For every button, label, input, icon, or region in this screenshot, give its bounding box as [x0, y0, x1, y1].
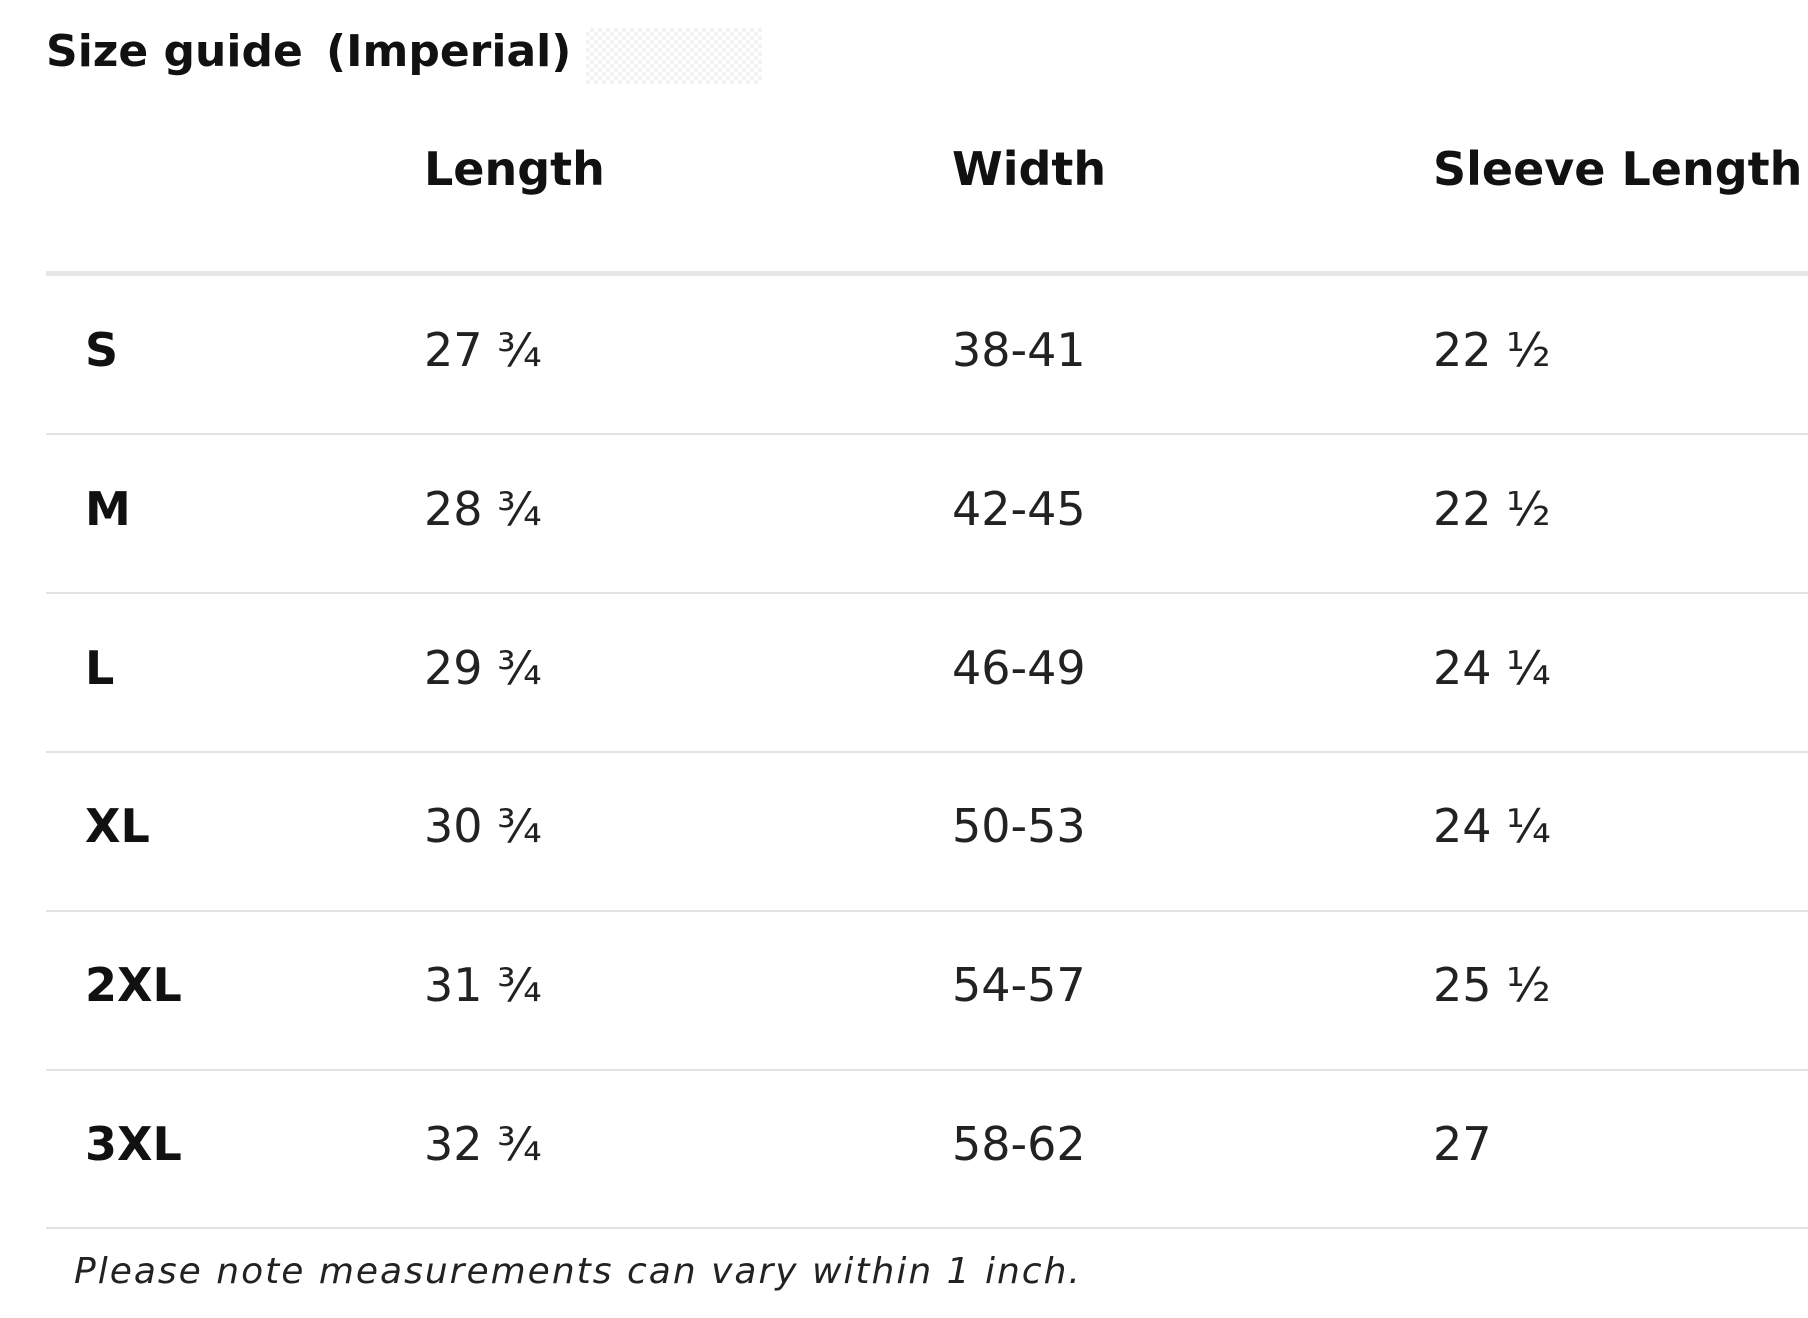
- row-rule: [46, 1068, 1808, 1071]
- measurement: 38-41: [952, 323, 1086, 377]
- measurement: 54-57: [952, 958, 1086, 1013]
- row-rule: [46, 751, 1808, 753]
- row-rule: [46, 433, 1808, 436]
- column-header: Width: [952, 142, 1107, 196]
- measurement: 42-45: [952, 481, 1086, 536]
- measurement: 46-49: [952, 640, 1086, 695]
- row-rule: [46, 592, 1808, 595]
- measurement: 50-53: [952, 799, 1086, 854]
- measurement: 25 ½: [1433, 958, 1551, 1013]
- measurement: 22 ½: [1433, 481, 1551, 536]
- measurement: 30 ¾: [424, 799, 542, 854]
- measurement: 24 ¼: [1433, 640, 1551, 695]
- row-rule: [46, 1227, 1808, 1230]
- size-label: XL: [85, 799, 150, 854]
- size-label: 2XL: [85, 958, 182, 1013]
- size-label: M: [85, 481, 131, 536]
- measurement: 27: [1433, 1117, 1492, 1171]
- column-header: Length: [424, 142, 605, 196]
- measurement: 24 ¼: [1433, 799, 1551, 854]
- subtitle: (Imperial): [326, 26, 572, 77]
- column-header: Sleeve Length: [1433, 142, 1803, 196]
- measurement: 31 ¾: [424, 958, 542, 1013]
- measurement: 58-62: [952, 1117, 1086, 1171]
- measurement: 27 ¾: [424, 323, 542, 377]
- measurement: 32 ¾: [424, 1117, 542, 1171]
- placeholder-pattern: [586, 28, 762, 84]
- measurement: 22 ½: [1433, 323, 1551, 377]
- size-label: L: [85, 640, 115, 695]
- header-rule: [46, 271, 1808, 276]
- row-rule: [46, 909, 1808, 912]
- measurement: 28 ¾: [424, 481, 542, 536]
- title: Size guide: [46, 26, 303, 77]
- size-label: S: [85, 323, 119, 377]
- note: Please note measurements can vary within…: [74, 1251, 1082, 1292]
- size-label: 3XL: [85, 1117, 182, 1171]
- measurement: 29 ¾: [424, 640, 542, 695]
